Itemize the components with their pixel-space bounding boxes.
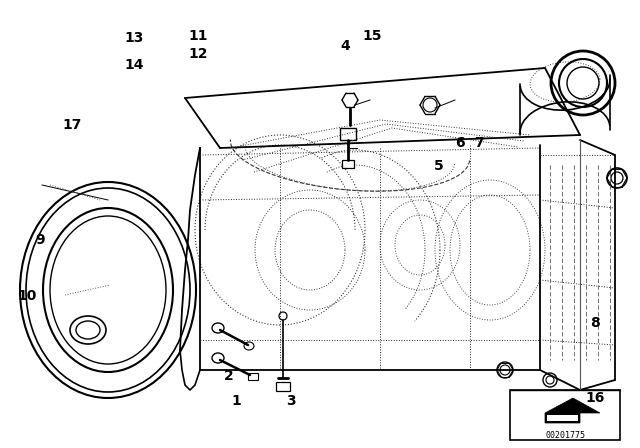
Text: 1: 1	[232, 394, 242, 408]
Text: 14: 14	[125, 58, 144, 72]
Text: 10: 10	[17, 289, 36, 303]
Text: 11: 11	[189, 29, 208, 43]
Polygon shape	[547, 415, 578, 421]
Text: 15: 15	[363, 29, 382, 43]
Text: 8: 8	[590, 315, 600, 330]
Bar	[276, 382, 290, 391]
Text: 3: 3	[286, 394, 296, 408]
Text: 13: 13	[125, 31, 144, 45]
Bar	[342, 160, 354, 168]
Text: 2: 2	[223, 369, 234, 383]
Bar	[340, 128, 356, 140]
Bar	[510, 390, 620, 440]
Text: 12: 12	[189, 47, 208, 61]
Text: 00201775: 00201775	[545, 431, 585, 440]
Text: 4: 4	[340, 39, 351, 53]
Text: 16: 16	[586, 391, 605, 405]
Text: 6: 6	[454, 136, 465, 151]
Text: 7: 7	[474, 136, 484, 151]
Text: 17: 17	[62, 118, 81, 133]
Text: 5: 5	[433, 159, 444, 173]
Text: 9: 9	[35, 233, 45, 247]
Bar	[248, 373, 258, 380]
Polygon shape	[545, 398, 600, 423]
